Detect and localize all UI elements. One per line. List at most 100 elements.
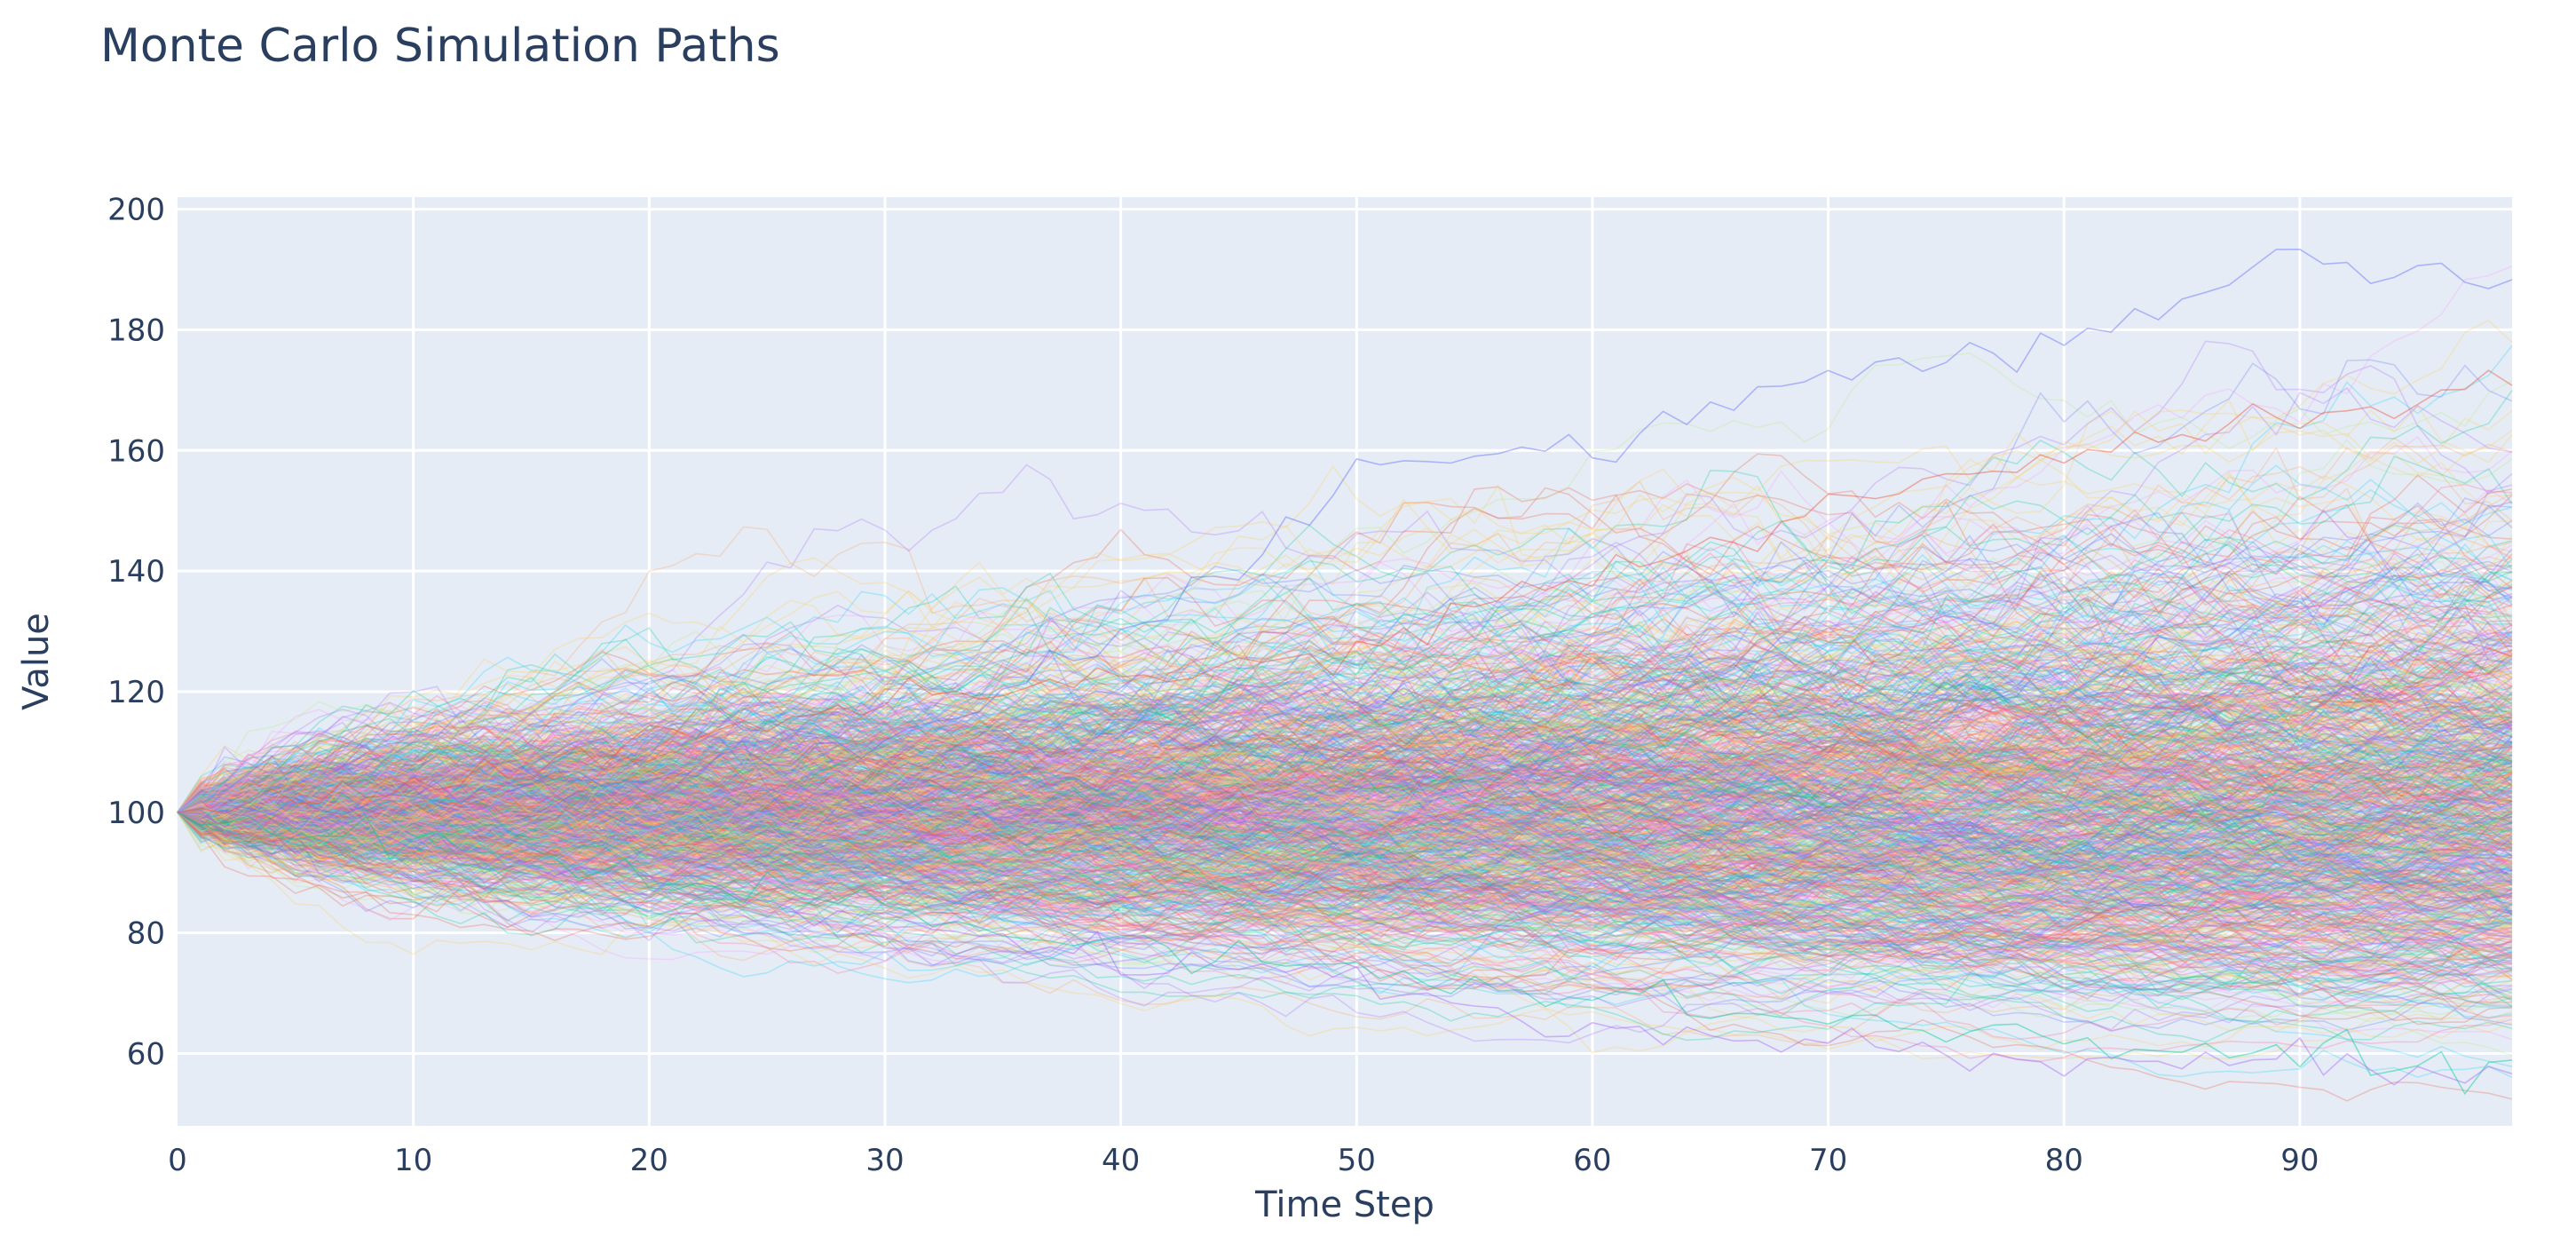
simulation-path (177, 728, 2513, 876)
simulation-path (177, 801, 2513, 902)
simulation-path (177, 801, 2513, 876)
simulation-path (177, 758, 2513, 947)
simulation-path (177, 685, 2513, 981)
simulation-path (177, 655, 2513, 836)
simulation-path (177, 744, 2513, 979)
simulation-path (177, 812, 2513, 935)
simulation-path (177, 770, 2513, 910)
simulation-path (177, 682, 2513, 880)
simulation-path (177, 752, 2513, 894)
simulation-path (177, 726, 2513, 946)
simulation-path (177, 780, 2513, 968)
simulation-path (177, 527, 2513, 834)
simulation-path (177, 680, 2513, 813)
simulation-path (177, 784, 2513, 903)
simulation-path (177, 776, 2513, 893)
simulation-path (177, 677, 2513, 876)
simulation-path (177, 691, 2513, 863)
simulation-path (177, 781, 2513, 968)
simulation-path (177, 715, 2513, 824)
simulation-path (177, 743, 2513, 859)
simulation-path (177, 774, 2513, 892)
simulation-path (177, 626, 2513, 815)
simulation-path (177, 580, 2513, 890)
simulation-path (177, 714, 2513, 884)
simulation-path (177, 751, 2513, 981)
simulation-path (177, 728, 2513, 871)
simulation-path (177, 711, 2513, 843)
simulation-path (177, 787, 2513, 1008)
simulation-path (177, 757, 2513, 892)
simulation-path (177, 733, 2513, 833)
simulation-path (177, 695, 2513, 817)
simulation-path (177, 748, 2513, 866)
simulation-path (177, 804, 2513, 935)
simulation-path (177, 665, 2513, 827)
simulation-path (177, 663, 2513, 936)
simulation-path (177, 804, 2513, 957)
simulation-path (177, 722, 2513, 970)
simulation-path (177, 469, 2513, 813)
simulation-path (177, 796, 2513, 1001)
simulation-path (177, 718, 2513, 873)
simulation-path (177, 741, 2513, 910)
simulation-path (177, 540, 2513, 813)
simulation-path (177, 685, 2513, 819)
simulation-path (177, 701, 2513, 813)
simulation-path (177, 753, 2513, 836)
simulation-path (177, 683, 2513, 815)
simulation-paths (177, 248, 2513, 1102)
simulation-path (177, 777, 2513, 952)
simulation-path (177, 741, 2513, 899)
simulation-path (177, 628, 2513, 876)
x-tick-label: 70 (1809, 1143, 1847, 1178)
simulation-path (177, 806, 2512, 967)
simulation-path (177, 774, 2513, 883)
simulation-path (177, 757, 2513, 904)
simulation-path (177, 715, 2513, 883)
simulation-path (177, 641, 2513, 828)
simulation-path (177, 637, 2513, 848)
simulation-path (177, 760, 2513, 907)
simulation-path (177, 664, 2513, 852)
simulation-path (177, 524, 2513, 820)
simulation-path (177, 716, 2513, 886)
simulation-path (177, 734, 2513, 878)
simulation-path (177, 617, 2513, 813)
simulation-path (177, 757, 2513, 985)
simulation-path (177, 597, 2513, 815)
x-tick-label: 50 (1338, 1143, 1376, 1178)
simulation-path (177, 768, 2513, 893)
simulation-path (177, 733, 2513, 856)
simulation-path (177, 439, 2513, 818)
simulation-path (177, 653, 2513, 912)
simulation-path (177, 614, 2513, 813)
simulation-path (177, 745, 2513, 904)
simulation-path (177, 812, 2513, 933)
simulation-path (177, 812, 2513, 1032)
y-tick-label: 80 (127, 916, 165, 952)
simulation-path (177, 632, 2513, 820)
simulation-path (177, 556, 2513, 813)
simulation-path (177, 554, 2513, 820)
simulation-path (177, 775, 2513, 943)
simulation-path (177, 812, 2513, 999)
simulation-path (177, 736, 2513, 863)
simulation-path (177, 762, 2513, 938)
simulation-path (177, 540, 2513, 813)
simulation-path (177, 803, 2513, 998)
y-tick-label: 100 (107, 796, 165, 831)
simulation-path (177, 487, 2513, 823)
simulation-path (177, 735, 2513, 910)
simulation-path (177, 781, 2513, 952)
simulation-path (177, 679, 2513, 860)
simulation-path (177, 746, 2513, 929)
simulation-path (177, 794, 2513, 910)
simulation-path (177, 701, 2513, 860)
simulation-path (177, 545, 2513, 820)
simulation-path (177, 735, 2513, 940)
simulation-path (177, 686, 2513, 888)
simulation-path (177, 644, 2513, 835)
simulation-path (177, 701, 2513, 959)
simulation-path (177, 613, 2513, 845)
